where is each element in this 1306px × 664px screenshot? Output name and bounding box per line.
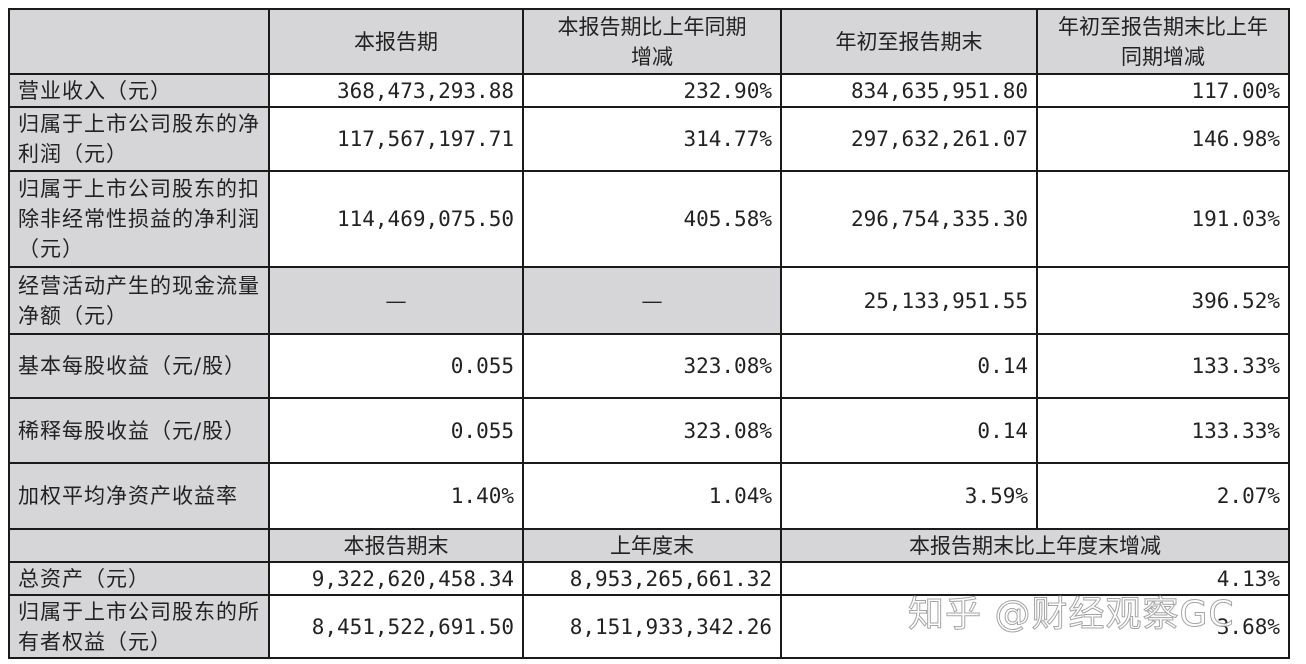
value-cell: 117.00% [1036,73,1290,108]
row-label: 稀释每股收益（元/股） [8,397,270,464]
value-cell: 834,635,951.80 [780,73,1038,108]
header-period-end: 本报告期末 [268,528,524,563]
value-cell: 25,133,951.55 [780,266,1038,335]
row-label: 总资产（元） [8,561,270,596]
row-label: 归属于上市公司股东的所有者权益（元） [8,594,270,659]
empty-dash-cell: — [268,266,524,335]
value-cell: 323.08% [522,397,782,464]
header-row-1: 本报告期 本报告期比上年同期增减 年初至报告期末 年初至报告期末比上年同期增减 [8,8,1290,75]
value-cell: 396.52% [1036,266,1290,335]
value-cell: 2.07% [1036,462,1290,530]
value-cell: 133.33% [1036,333,1290,399]
value-cell: 0.055 [268,397,524,464]
row-label: 归属于上市公司股东的扣除非经常性损益的净利润（元） [8,170,270,268]
value-cell: 0.055 [268,333,524,399]
value-cell: 0.14 [780,397,1038,464]
value-cell: 9,322,620,458.34 [268,561,524,596]
row-label: 加权平均净资产收益率 [8,462,270,530]
value-cell: 1.40% [268,462,524,530]
value-cell: 8,953,265,661.32 [522,561,782,596]
table-row: 营业收入（元） 368,473,293.88 232.90% 834,635,9… [8,73,1290,108]
financial-summary-table: 本报告期 本报告期比上年同期增减 年初至报告期末 年初至报告期末比上年同期增减 … [8,8,1290,659]
table-row: 经营活动产生的现金流量净额（元） — — 25,133,951.55 396.5… [8,266,1290,335]
value-cell: 323.08% [522,333,782,399]
value-cell: 405.58% [522,170,782,268]
header-change-vs-prior-year-end: 本报告期末比上年度末增减 [780,528,1290,563]
value-cell: 114,469,075.50 [268,170,524,268]
table-row: 基本每股收益（元/股） 0.055 323.08% 0.14 133.33% [8,333,1290,399]
row-label: 归属于上市公司股东的净利润（元） [8,106,270,172]
value-cell: 3.68% [780,594,1290,659]
header-ytd: 年初至报告期末 [780,8,1038,75]
header-prior-year-end: 上年度末 [522,528,782,563]
value-cell: 146.98% [1036,106,1290,172]
header-cell-empty [8,8,270,75]
value-cell: 368,473,293.88 [268,73,524,108]
header-cell-empty [8,528,270,563]
header-row-2: 本报告期末 上年度末 本报告期末比上年度末增减 [8,528,1290,563]
row-label: 基本每股收益（元/股） [8,333,270,399]
value-cell: 0.14 [780,333,1038,399]
value-cell: 3.59% [780,462,1038,530]
value-cell: 8,451,522,691.50 [268,594,524,659]
value-cell: 296,754,335.30 [780,170,1038,268]
value-cell: 117,567,197.71 [268,106,524,172]
empty-dash-cell: — [522,266,782,335]
table-row: 稀释每股收益（元/股） 0.055 323.08% 0.14 133.33% [8,397,1290,464]
row-label: 经营活动产生的现金流量净额（元） [8,266,270,335]
header-current-period-yoy: 本报告期比上年同期增减 [522,8,782,75]
header-ytd-yoy: 年初至报告期末比上年同期增减 [1036,8,1290,75]
value-cell: 232.90% [522,73,782,108]
header-current-period: 本报告期 [268,8,524,75]
table-row: 归属于上市公司股东的净利润（元） 117,567,197.71 314.77% … [8,106,1290,172]
row-label: 营业收入（元） [8,73,270,108]
table-row: 归属于上市公司股东的扣除非经常性损益的净利润（元） 114,469,075.50… [8,170,1290,268]
value-cell: 4.13% [780,561,1290,596]
value-cell: 133.33% [1036,397,1290,464]
value-cell: 8,151,933,342.26 [522,594,782,659]
table-row: 加权平均净资产收益率 1.40% 1.04% 3.59% 2.07% [8,462,1290,530]
value-cell: 314.77% [522,106,782,172]
value-cell: 1.04% [522,462,782,530]
table-row: 总资产（元） 9,322,620,458.34 8,953,265,661.32… [8,561,1290,596]
value-cell: 297,632,261.07 [780,106,1038,172]
value-cell: 191.03% [1036,170,1290,268]
table-row: 归属于上市公司股东的所有者权益（元） 8,451,522,691.50 8,15… [8,594,1290,659]
